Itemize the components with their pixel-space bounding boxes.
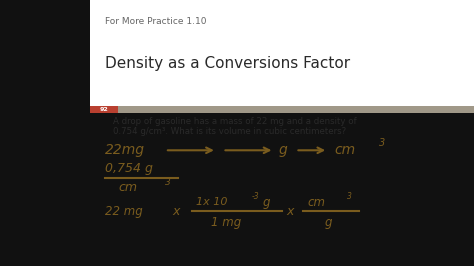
Text: 92: 92 xyxy=(100,107,108,112)
Text: -3: -3 xyxy=(251,192,259,201)
Text: 22mg: 22mg xyxy=(105,143,146,157)
Text: cm: cm xyxy=(119,181,138,194)
Text: cm: cm xyxy=(334,143,355,157)
Text: 0.754 g/cm³. What is its volume in cubic centimeters?: 0.754 g/cm³. What is its volume in cubic… xyxy=(113,127,346,136)
Text: x: x xyxy=(173,205,180,218)
Text: x: x xyxy=(286,205,293,218)
Text: A drop of gasoline has a mass of 22 mg and a density of: A drop of gasoline has a mass of 22 mg a… xyxy=(113,117,357,126)
Text: 3: 3 xyxy=(165,178,171,187)
Text: Density as a Conversions Factor: Density as a Conversions Factor xyxy=(105,56,351,71)
Text: 1 mg: 1 mg xyxy=(211,216,241,228)
Text: 0,754 g: 0,754 g xyxy=(105,163,153,175)
Text: 3: 3 xyxy=(347,192,352,201)
Text: g: g xyxy=(324,216,332,228)
Bar xyxy=(90,106,474,113)
Text: 22 mg: 22 mg xyxy=(105,205,143,218)
Text: g: g xyxy=(278,143,287,157)
Text: g: g xyxy=(263,196,270,209)
Bar xyxy=(90,106,118,113)
Text: For More Practice 1.10: For More Practice 1.10 xyxy=(105,17,207,26)
Bar xyxy=(90,0,474,106)
Text: 3: 3 xyxy=(379,138,385,148)
Text: 1x 10: 1x 10 xyxy=(196,197,227,207)
Text: cm: cm xyxy=(307,196,325,209)
